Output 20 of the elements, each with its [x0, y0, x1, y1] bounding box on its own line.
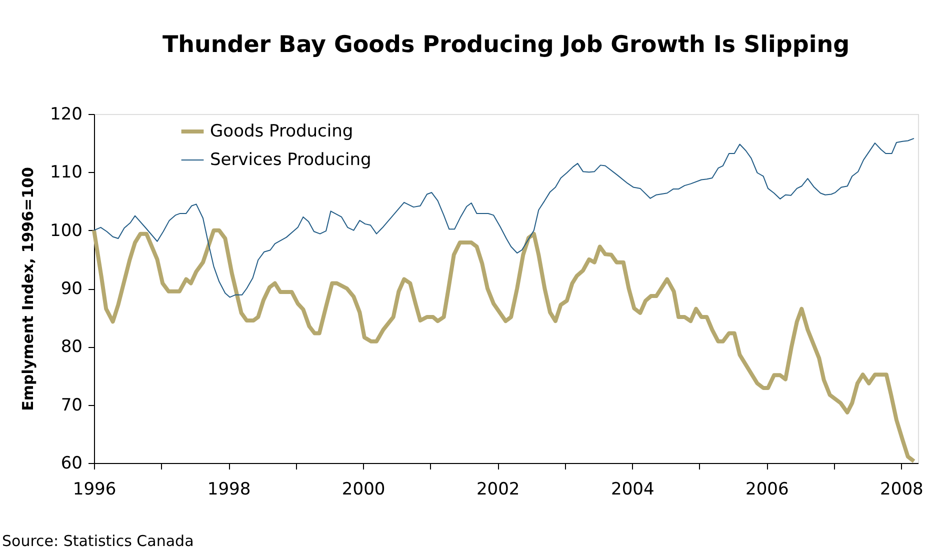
x-tick-label: 2004 — [610, 480, 654, 500]
y-tick-label: 120 — [50, 104, 82, 124]
chart-title: Thunder Bay Goods Producing Job Growth Is Slipping — [162, 32, 850, 58]
y-tick-label: 60 — [60, 454, 82, 474]
legend-label: Services Producing — [210, 150, 372, 170]
source-note: Source: Statistics Canada — [2, 532, 194, 550]
y-axis-title: Emplyment Index, 1996=100 — [19, 167, 38, 411]
y-tick-label: 100 — [50, 220, 82, 241]
x-tick-label: 2008 — [880, 480, 924, 500]
x-tick-label: 1996 — [72, 480, 116, 500]
x-tick-label: 2002 — [476, 480, 520, 500]
x-tick-label: 2006 — [746, 480, 789, 500]
x-tick-label: 2000 — [342, 480, 386, 500]
y-tick-label: 90 — [60, 279, 82, 299]
line-series — [92, 228, 916, 464]
x-tick-label: 1998 — [207, 480, 251, 500]
y-tick-label: 80 — [60, 337, 82, 358]
y-tick-label: 70 — [60, 395, 82, 416]
legend-label: Goods Producing — [210, 122, 354, 142]
y-tick-label: 110 — [50, 162, 82, 183]
